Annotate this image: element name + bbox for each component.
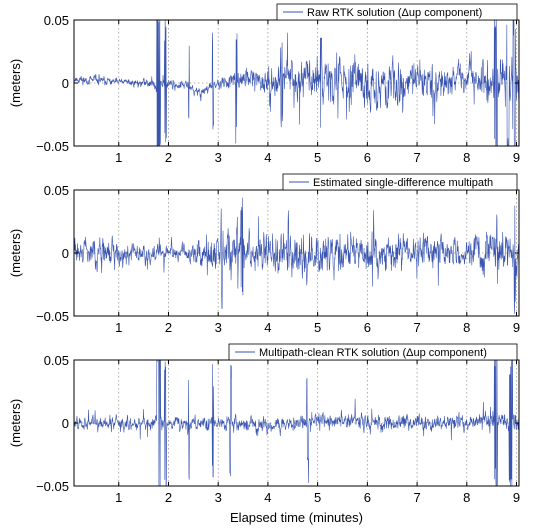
x-tick-label: 4 (264, 490, 271, 505)
series-line (74, 360, 519, 486)
y-tick-label: −0.05 (36, 479, 69, 494)
y-axis-label: (meters) (8, 229, 23, 277)
x-tick-label: 3 (215, 150, 222, 165)
x-tick-label: 2 (165, 150, 172, 165)
x-tick-label: 2 (165, 490, 172, 505)
y-tick-label: 0.05 (44, 353, 69, 368)
x-tick-label: 3 (215, 320, 222, 335)
y-tick-label: 0 (62, 416, 69, 431)
x-tick-label: 9 (513, 150, 520, 165)
x-tick-label: 5 (314, 320, 321, 335)
y-tick-label: 0.05 (44, 13, 69, 28)
legend: Estimated single-difference multipath (282, 173, 518, 191)
chart-panel-3: 1 2 3 4 5 6 7 8 9 0.05 0 −0.05 (meters) Multipath-cle… (8, 343, 520, 505)
x-tick-label: 1 (115, 320, 122, 335)
legend-label: Raw RTK solution (Δup component) (307, 7, 482, 19)
x-tick-label: 1 (115, 150, 122, 165)
y-tick-label: −0.05 (36, 309, 69, 324)
legend-label: Estimated single-difference multipath (313, 177, 493, 189)
x-tick-label: 9 (513, 320, 520, 335)
legend: Multipath-clean RTK solution (Δup compon… (228, 343, 518, 361)
x-tick-label: 1 (115, 490, 122, 505)
chart-panel-1: 1 2 3 4 5 6 7 8 9 0.05 0 −0.05 (meters) Raw RTK solut… (8, 3, 520, 165)
x-tick-label: 9 (513, 490, 520, 505)
legend-box (228, 343, 518, 361)
x-axis-label: Elapsed time (minutes) (230, 510, 363, 525)
x-tick-label: 4 (264, 320, 271, 335)
x-tick-label: 8 (463, 320, 470, 335)
y-tick-label: 0 (62, 246, 69, 261)
x-tick-label: 5 (314, 490, 321, 505)
series-line (74, 197, 519, 314)
x-tick-label: 7 (413, 150, 420, 165)
legend-box (282, 173, 518, 191)
legend: Raw RTK solution (Δup component) (276, 3, 518, 21)
legend-label: Multipath-clean RTK solution (Δup compon… (259, 347, 487, 359)
chart-panel-2: 1 2 3 4 5 6 7 8 9 0.05 0 −0.05 (meters) Estimated sin… (8, 173, 520, 335)
y-axis-label: (meters) (8, 399, 23, 447)
x-tick-label: 7 (413, 320, 420, 335)
x-tick-label: 3 (215, 490, 222, 505)
x-tick-label: 2 (165, 320, 172, 335)
y-tick-label: 0 (62, 76, 69, 91)
x-tick-label: 4 (264, 150, 271, 165)
series-line (74, 20, 519, 146)
y-axis-label: (meters) (8, 59, 23, 107)
x-tick-label: 8 (463, 150, 470, 165)
legend-box (276, 3, 518, 21)
y-tick-label: −0.05 (36, 139, 69, 154)
x-tick-label: 6 (364, 320, 371, 335)
x-tick-label: 6 (364, 150, 371, 165)
y-tick-label: 0.05 (44, 183, 69, 198)
x-tick-label: 8 (463, 490, 470, 505)
x-tick-label: 5 (314, 150, 321, 165)
x-tick-label: 7 (413, 490, 420, 505)
x-tick-label: 6 (364, 490, 371, 505)
